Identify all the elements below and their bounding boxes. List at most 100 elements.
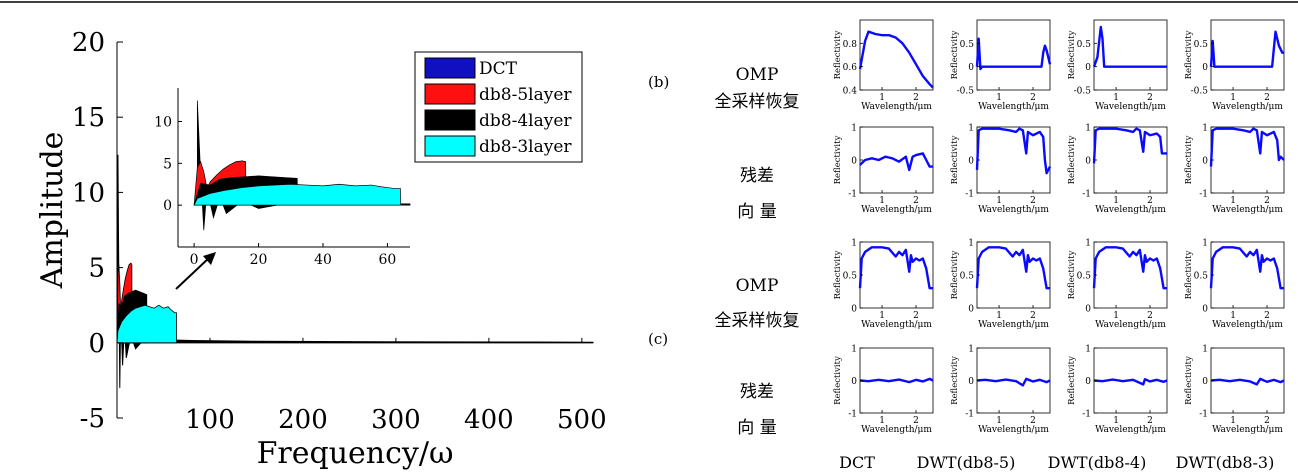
- small-y-tick-label: -1: [965, 410, 974, 420]
- y-tick-label: -5: [80, 404, 105, 434]
- series-area-db8-3layer: [116, 304, 177, 344]
- row-label-c-residual-line2: 向 量: [737, 418, 776, 438]
- small-y-axis-label: Reflectivity: [1067, 356, 1077, 405]
- small-y-tick-label: 0: [968, 157, 974, 167]
- inset-y-tick-label: 0: [163, 198, 172, 214]
- small-x-tick-label: 2: [1030, 93, 1036, 103]
- small-y-axis-label: Reflectivity: [833, 135, 843, 184]
- small-x-axis-label: Wavelength/μm: [978, 320, 1049, 330]
- column-label-dwt-db8-3: DWT(db8-3): [1176, 453, 1275, 472]
- small-y-tick-label: 0.4: [843, 87, 858, 97]
- small-y-tick-label: -1: [848, 190, 857, 200]
- legend-swatch: [424, 83, 476, 105]
- small-x-tick-label: 2: [1030, 311, 1036, 321]
- small-x-tick-label: 1: [1230, 416, 1236, 426]
- small-x-axis-label: Wavelength/μm: [861, 205, 932, 215]
- small-plot-frame: [976, 241, 1051, 309]
- small-x-tick-label: 2: [1264, 416, 1270, 426]
- small-plot-frame: [1210, 19, 1285, 91]
- small-x-axis-label: Wavelength/μm: [1212, 205, 1283, 215]
- small-x-tick-label: 2: [1147, 311, 1153, 321]
- small-plot-frame: [1210, 126, 1285, 194]
- legend-label: db8-4layer: [479, 111, 572, 131]
- small-plot-frame: [1210, 241, 1285, 309]
- small-x-tick-label: 2: [1264, 311, 1270, 321]
- small-y-tick-label: 1: [968, 345, 974, 355]
- small-x-tick-label: 2: [1147, 93, 1153, 103]
- y-tick-label: 10: [72, 178, 105, 208]
- small-x-tick-label: 1: [1113, 416, 1119, 426]
- small-plot-frame: [859, 241, 934, 309]
- small-x-tick-label: 1: [1113, 93, 1119, 103]
- inset-chart: 0 5 10 0 20 40 60: [154, 88, 411, 268]
- row-label-c-omp-line1: OMP: [736, 276, 779, 296]
- inset-background: [178, 88, 410, 247]
- small-plot-line: [976, 377, 1051, 387]
- small-y-tick-label: 0.5: [1194, 272, 1209, 282]
- small-x-axis-label: Wavelength/μm: [1095, 205, 1166, 215]
- small-x-axis-label: Wavelength/μm: [1212, 102, 1283, 112]
- small-plot-line: [1209, 246, 1284, 290]
- small-y-tick-label: 0: [851, 305, 857, 315]
- inset-y-tick-label: 5: [163, 156, 172, 172]
- small-plot-line: [1210, 377, 1285, 386]
- inset-x-tick-label: 40: [314, 252, 332, 268]
- small-y-axis-label: Reflectivity: [1067, 250, 1077, 299]
- small-x-tick-label: 2: [1147, 196, 1153, 206]
- small-y-tick-label: -0.5: [1074, 87, 1092, 97]
- small-y-tick-label: 0: [1202, 305, 1208, 315]
- small-x-tick-label: 1: [1113, 196, 1119, 206]
- small-x-tick-label: 2: [1264, 93, 1270, 103]
- small-x-axis-label: Wavelength/μm: [1212, 320, 1283, 330]
- small-y-tick-label: 1: [1085, 239, 1091, 249]
- small-plot-line: [858, 30, 934, 89]
- small-plot-line: [1092, 25, 1167, 68]
- small-y-tick-label: 0.6: [843, 63, 858, 73]
- small-y-tick-label: 0.5: [1194, 40, 1209, 50]
- panel-c-label: (c): [648, 330, 668, 348]
- column-label-dct: DCT: [839, 453, 875, 472]
- panel-b-label: (b): [648, 73, 669, 91]
- small-plot-line: [1093, 378, 1168, 386]
- column-label-dwt-db8-5: DWT(db8-5): [917, 453, 1016, 472]
- x-tick-label: 100: [185, 405, 235, 435]
- small-x-tick-label: 1: [879, 416, 885, 426]
- small-plot-frame: [859, 19, 934, 91]
- small-x-tick-label: 2: [1030, 416, 1036, 426]
- inset-y-tick-label: 10: [154, 114, 172, 130]
- small-x-axis-label: Wavelength/μm: [861, 320, 932, 330]
- small-y-tick-label: 1: [851, 239, 857, 249]
- small-x-tick-label: 1: [996, 93, 1002, 103]
- small-x-axis-label: Wavelength/μm: [861, 102, 932, 112]
- legend-label: db8-5layer: [479, 85, 572, 105]
- small-y-axis-label: Reflectivity: [950, 30, 960, 79]
- small-y-tick-label: -1: [1082, 190, 1091, 200]
- small-y-axis-label: Reflectivity: [833, 356, 843, 405]
- small-y-tick-label: 0: [1085, 305, 1091, 315]
- small-y-tick-label: 1: [851, 345, 857, 355]
- small-y-tick-label: 0: [1085, 63, 1091, 73]
- small-y-tick-label: 0: [1202, 157, 1208, 167]
- legend-label: DCT: [479, 59, 518, 79]
- small-x-tick-label: 1: [1230, 311, 1236, 321]
- small-y-tick-label: 0.5: [1077, 272, 1092, 282]
- small-x-tick-label: 1: [996, 416, 1002, 426]
- small-y-tick-label: 1: [1202, 345, 1208, 355]
- inset-x-tick-label: 0: [190, 252, 199, 268]
- small-y-tick-label: 1: [851, 124, 857, 134]
- row-label-c-residual-line1: 残差: [740, 382, 774, 402]
- small-y-axis-label: Reflectivity: [950, 135, 960, 184]
- small-y-tick-label: 0: [1202, 63, 1208, 73]
- small-y-tick-label: -1: [1199, 410, 1208, 420]
- small-y-tick-label: 0: [851, 377, 857, 387]
- inset-x-tick-label: 60: [379, 252, 397, 268]
- small-x-tick-label: 2: [913, 311, 919, 321]
- small-y-axis-label: Reflectivity: [1067, 30, 1077, 79]
- small-x-tick-label: 1: [879, 311, 885, 321]
- small-plots-grid: 0.40.60.81 2Wavelength/μmReflectivity-0.5…: [833, 19, 1285, 435]
